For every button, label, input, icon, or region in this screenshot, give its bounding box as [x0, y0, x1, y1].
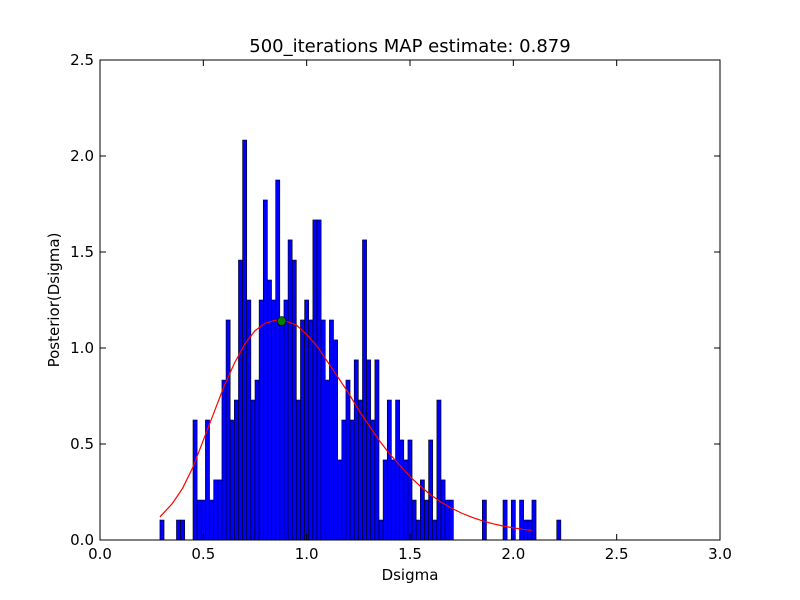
histogram-bar: [411, 499, 417, 541]
histogram-bar: [362, 239, 367, 541]
histogram-bar: [556, 519, 562, 541]
y-tick-label: 0.0: [70, 531, 94, 549]
histogram-bar: [159, 519, 165, 541]
histogram-bar: [250, 399, 256, 541]
x-tick-label: 2.0: [501, 545, 525, 563]
histogram-bar: [267, 279, 272, 541]
histogram-bar: [196, 499, 202, 541]
map-estimate-marker: [276, 316, 287, 327]
histogram-bar: [205, 419, 210, 541]
histogram-bar: [349, 419, 355, 541]
y-axis: 0.0 0.5 1.0 1.5 2.0 2.5: [70, 51, 720, 549]
histogram-bar: [291, 259, 297, 541]
y-tick-label: 2.5: [70, 51, 94, 69]
histogram-bar: [316, 219, 322, 541]
histogram-bar: [296, 399, 301, 541]
chart-title: 500_iterations MAP estimate: 0.879: [249, 36, 570, 57]
x-tick-label: 0.5: [191, 545, 215, 563]
histogram-bar: [242, 139, 248, 541]
histogram-bar: [370, 419, 376, 541]
histogram-bar: [176, 519, 181, 541]
histogram-bar: [308, 319, 314, 541]
histogram-bar: [531, 499, 537, 541]
y-tick-label: 2.0: [70, 147, 94, 165]
histogram-bar: [275, 179, 281, 541]
histogram-bar: [374, 359, 380, 541]
histogram-bar: [279, 319, 285, 541]
histogram-bar: [378, 519, 384, 541]
histogram-bar: [519, 499, 524, 541]
histogram-bar: [329, 319, 334, 541]
y-tick-label: 1.5: [70, 243, 94, 261]
histogram-bar: [217, 479, 223, 541]
histogram-bar: [448, 499, 454, 541]
histogram-bar: [395, 399, 400, 541]
histogram-bar: [238, 259, 243, 541]
histogram-bar: [225, 319, 231, 541]
histogram-bar: [262, 199, 268, 541]
histogram-bar: [366, 359, 372, 541]
histogram-bar: [436, 399, 442, 541]
histogram-bars: [159, 139, 562, 541]
x-tick-label: 0.0: [88, 545, 112, 563]
histogram-bar: [221, 379, 227, 541]
histogram-bar: [258, 299, 264, 541]
histogram-bar: [341, 419, 347, 541]
histogram-bar: [502, 499, 508, 541]
x-axis-label: Dsigma: [382, 566, 439, 584]
histogram-bar: [391, 459, 396, 541]
x-tick-label: 1.0: [295, 545, 319, 563]
histogram-bar: [300, 319, 305, 541]
histogram-bar: [428, 439, 434, 541]
y-tick-label: 0.5: [70, 435, 94, 453]
histogram-bar: [345, 379, 351, 541]
histogram-bar: [482, 499, 487, 541]
histogram-bar: [407, 439, 413, 541]
histogram-bar: [283, 299, 289, 541]
histogram-bar: [399, 439, 405, 541]
histogram-bar: [271, 299, 276, 541]
fit-curve-line: [159, 319, 532, 531]
histogram-bar: [213, 479, 219, 541]
histogram-bar: [229, 419, 235, 541]
histogram-bar: [312, 219, 318, 541]
y-axis-label: Posterior(Dsigma): [45, 233, 63, 368]
histogram-bar: [192, 419, 198, 541]
x-tick-label: 2.5: [605, 545, 629, 563]
histogram-bar: [180, 519, 186, 541]
x-axis: 0.0 0.5 1.0 1.5 2.0 2.5 3.0: [88, 60, 732, 563]
histogram-bar: [415, 519, 421, 541]
histogram-bar: [254, 379, 260, 541]
histogram-bar: [386, 399, 392, 541]
histogram-bar: [287, 239, 293, 541]
histogram-bar: [337, 459, 343, 541]
histogram-bar: [324, 379, 330, 541]
y-tick-label: 1.0: [70, 339, 94, 357]
x-tick-label: 3.0: [708, 545, 732, 563]
histogram-bar: [209, 499, 214, 541]
histogram-bar: [234, 399, 239, 541]
histogram-bar: [432, 519, 438, 541]
x-tick-label: 1.5: [398, 545, 422, 563]
histogram-bar: [424, 499, 429, 541]
histogram-bar: [358, 399, 363, 541]
histogram-bar: [440, 479, 446, 541]
histogram-bar: [382, 459, 388, 541]
histogram-bar: [333, 339, 338, 541]
histogram-bar: [353, 359, 359, 541]
